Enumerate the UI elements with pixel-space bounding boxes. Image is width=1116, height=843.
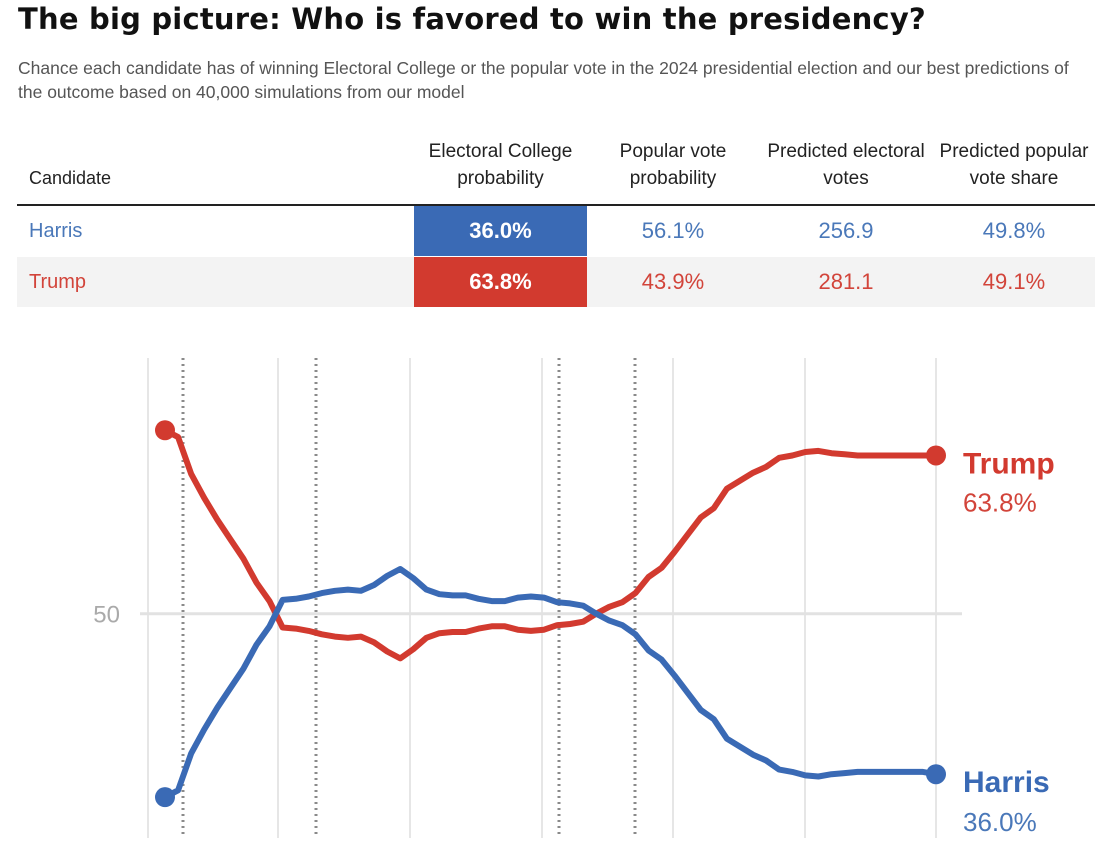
series-lines [155,420,946,808]
cell-ec-prob-harris: 36.0% [414,205,587,257]
start-point-trump [155,420,175,441]
cell-pop-prob-trump: 43.9% [587,256,759,307]
gridlines [147,358,937,838]
event-markers [181,358,637,838]
chart-title: The big picture: Who is favored to win t… [18,2,926,36]
cell-ev-harris: 256.9 [818,218,874,243]
end-point-trump [926,445,946,466]
trump-series-label: Trump [963,447,1055,480]
header-predicted-ev: Predicted electoral votes [759,138,933,206]
end-point-harris [926,764,946,785]
cell-pop-share-harris: 49.8% [982,218,1046,243]
harris-series-label: Harris [963,766,1050,799]
start-point-harris [155,787,175,808]
harris-series-value: 36.0% [963,807,1037,837]
table-row-trump: Trump 63.8% 43.9% 281.1 49.1% [17,256,1095,307]
cell-candidate-harris: Harris [29,219,83,242]
table-header-row: Candidate Electoral College probability … [17,138,1095,206]
cell-ev-trump: 281.1 [759,256,933,307]
y-tick-label: 50 [93,602,120,629]
chart-subtitle: Chance each candidate has of winning Ele… [18,58,1069,102]
series-line-trump [162,427,939,662]
header-candidate: Candidate [17,138,414,206]
results-table: Candidate Electoral College probability … [17,138,1095,307]
table-row-harris: Harris 36.0% 56.1% 256.9 49.8% [17,205,1095,257]
cell-candidate-trump: Trump [17,256,414,307]
cell-pop-share-trump: 49.1% [933,256,1095,307]
header-ec-probability: Electoral College probability [414,138,587,206]
series-line-harris [162,566,939,801]
header-popular-probability: Popular vote probability [587,138,759,206]
probability-line-chart: 50 Trump 63.8% Harris 36.0% [93,358,1055,838]
header-predicted-share: Predicted popular vote share [933,138,1095,206]
cell-pop-prob-harris: 56.1% [641,218,705,243]
trump-series-value: 63.8% [963,487,1037,517]
cell-ec-prob-trump: 63.8% [414,256,587,307]
